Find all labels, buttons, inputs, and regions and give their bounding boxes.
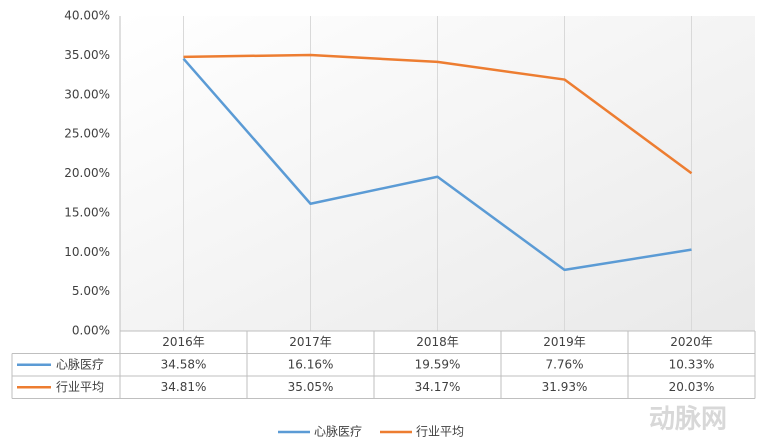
line-series xyxy=(182,57,692,272)
table-cell: 7.76% xyxy=(545,357,583,371)
table-row-label: 行业平均 xyxy=(56,380,104,394)
x-tick-label: 2020年 xyxy=(670,335,713,349)
table-cell: 31.93% xyxy=(542,380,588,394)
watermark: 动脉网 xyxy=(649,405,727,435)
table-cell: 20.03% xyxy=(669,380,715,394)
table-cell: 34.58% xyxy=(161,357,207,371)
y-tick-label: 35.00% xyxy=(64,48,110,62)
y-tick-label: 10.00% xyxy=(64,245,110,259)
table-cell: 35.05% xyxy=(288,380,334,394)
legend-label: 行业平均 xyxy=(416,425,464,439)
table-cell: 16.16% xyxy=(288,357,334,371)
y-tick-label: 20.00% xyxy=(64,166,110,180)
table-cell: 34.17% xyxy=(415,380,461,394)
x-tick-label: 2016年 xyxy=(162,335,205,349)
y-tick-label: 40.00% xyxy=(64,9,110,23)
line-series xyxy=(183,53,693,175)
x-tick-label: 2018年 xyxy=(416,335,459,349)
y-tick-label: 30.00% xyxy=(64,87,110,101)
y-tick-label: 15.00% xyxy=(64,205,110,219)
table-cell: 19.59% xyxy=(415,357,461,371)
y-tick-label: 0.00% xyxy=(72,324,110,338)
legend-label: 心脉医疗 xyxy=(314,424,362,439)
y-tick-label: 5.00% xyxy=(72,284,110,298)
table-cell: 10.33% xyxy=(669,357,715,371)
x-tick-label: 2017年 xyxy=(289,335,332,349)
x-tick-label: 2019年 xyxy=(543,335,586,349)
y-tick-label: 25.00% xyxy=(64,127,110,141)
table-row-label: 心脉医疗 xyxy=(56,356,104,371)
table-cell: 34.81% xyxy=(161,380,207,394)
